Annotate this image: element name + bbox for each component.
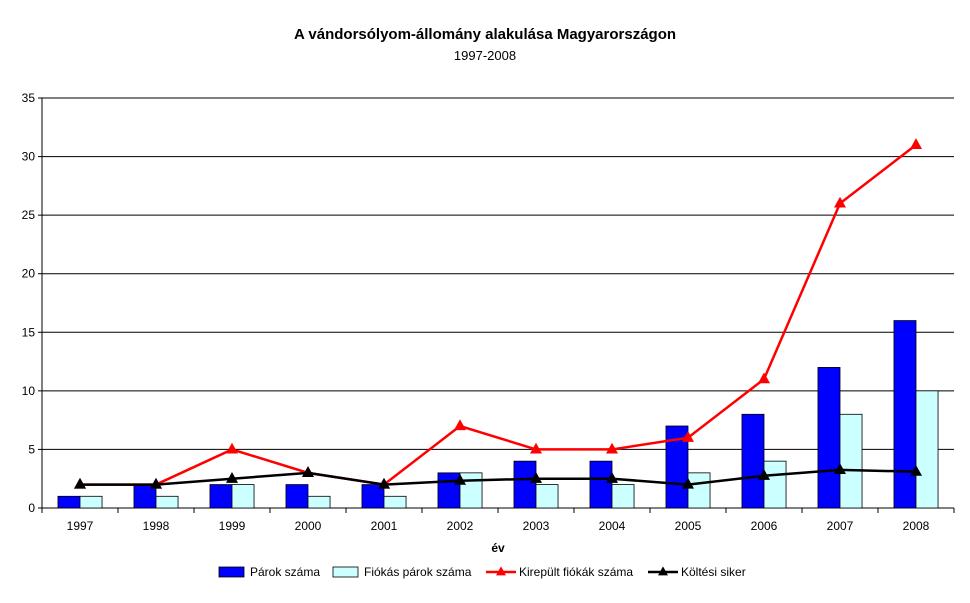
legend-swatch: [218, 566, 245, 578]
legend-label: Párok száma: [250, 565, 320, 579]
bar: [687, 472, 711, 509]
series-point: [606, 472, 618, 483]
y-tick-label: 10: [22, 384, 36, 398]
x-tick-label: 2007: [827, 519, 854, 533]
y-tick-label: 15: [22, 325, 36, 339]
series-point: [834, 196, 846, 208]
series-line: [80, 468, 917, 486]
x-tick-label: 1998: [143, 519, 170, 533]
bar: [817, 367, 841, 509]
y-tick-label: 35: [22, 91, 36, 105]
y-tick-label: 30: [22, 150, 36, 164]
series-point: [834, 463, 846, 475]
x-tick-label: 2000: [295, 519, 322, 533]
series-point: [606, 442, 618, 454]
series-point: [302, 466, 314, 477]
series-point: [910, 138, 922, 149]
x-tick-label: 2005: [675, 519, 702, 533]
x-tick-label: 2008: [903, 519, 930, 533]
bar: [231, 484, 255, 509]
series-point: [530, 442, 542, 454]
bar: [57, 495, 81, 509]
bar: [155, 495, 179, 509]
series-point: [226, 472, 238, 483]
bar: [209, 484, 233, 509]
series-point: [682, 431, 694, 442]
x-tick-label: 2004: [599, 519, 626, 533]
bar: [893, 320, 917, 509]
x-tick-label: 2006: [751, 519, 778, 533]
series-point: [74, 477, 86, 489]
legend-label: Fiókás párok száma: [364, 565, 472, 579]
bar: [79, 495, 103, 509]
y-tick-label: 0: [28, 501, 35, 515]
series-point: [226, 442, 238, 454]
series-point: [758, 372, 770, 384]
series-point: [454, 419, 466, 431]
bar: [611, 484, 635, 509]
bar: [459, 472, 483, 509]
bar: [285, 484, 309, 509]
y-tick-label: 5: [28, 442, 35, 456]
bar: [307, 495, 331, 509]
series-point: [910, 464, 922, 476]
series-line: [80, 143, 917, 486]
y-tick-label: 25: [22, 208, 36, 222]
y-tick-label: 20: [22, 267, 36, 281]
bar: [741, 413, 765, 509]
series-point: [758, 469, 770, 480]
chart-title: A vándorsólyom-állomány alakulása Magyar…: [293, 26, 677, 43]
x-tick-label: 2003: [523, 519, 550, 533]
bar: [513, 460, 537, 509]
series-point: [378, 477, 390, 489]
x-axis-label: év: [491, 541, 505, 555]
bar: [915, 390, 939, 509]
x-tick-label: 2001: [371, 519, 398, 533]
bar: [535, 484, 559, 509]
legend-marker: [496, 566, 506, 576]
series-point: [682, 477, 694, 489]
series-point: [454, 474, 466, 485]
bar: [839, 413, 863, 509]
bar: [437, 472, 461, 509]
series-point: [530, 472, 542, 483]
x-tick-label: 1999: [219, 519, 246, 533]
legend-label: Kirepült fiókák száma: [519, 565, 633, 579]
x-tick-label: 1997: [67, 519, 94, 533]
legend-marker: [658, 566, 668, 576]
x-tick-label: 2002: [447, 519, 474, 533]
bar: [665, 425, 689, 509]
series-point: [150, 477, 162, 489]
chart-subtitle: 1997-2008: [453, 48, 517, 63]
bar: [589, 460, 613, 509]
bar: [383, 495, 407, 509]
legend-label: Költési siker: [681, 565, 746, 579]
bar: [763, 460, 787, 509]
legend-swatch: [332, 566, 359, 578]
